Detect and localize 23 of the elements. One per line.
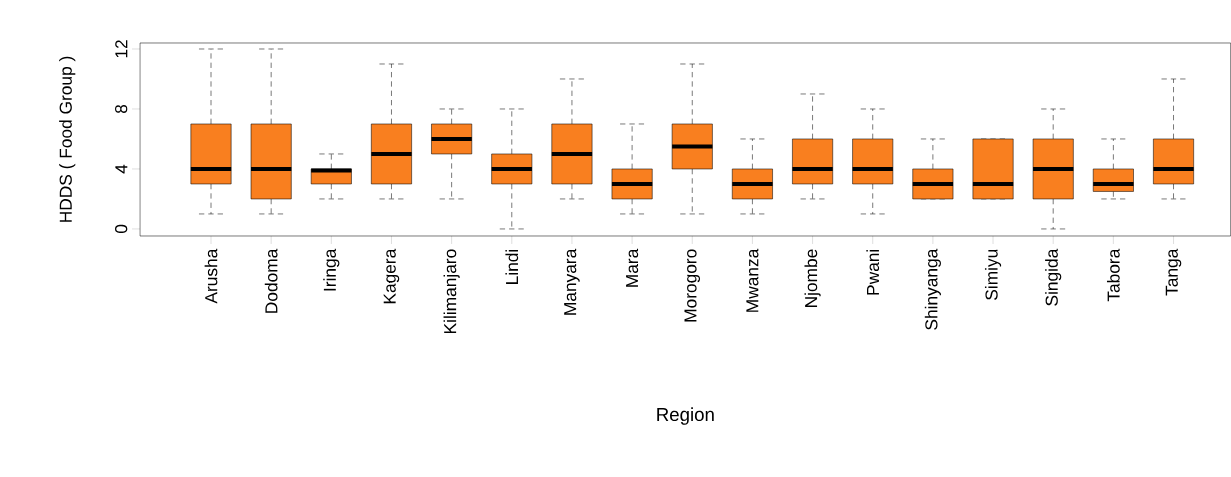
- x-tick-label: Mara: [626, 248, 639, 287]
- y-tick-label: 12: [115, 40, 128, 58]
- x-axis-title: Region: [657, 407, 714, 425]
- y-axis-title: HDDS ( Food Group ): [59, 56, 76, 222]
- x-tick-label: Arusha: [204, 248, 218, 304]
- x-tick-label: Simiyu: [984, 249, 1002, 300]
- x-tick-label: Iringa: [323, 248, 340, 291]
- x-tick-label: Tabora: [1106, 248, 1120, 302]
- x-tick-label: Dodoma: [264, 248, 278, 313]
- x-tick-label: Manyara: [564, 248, 580, 315]
- x-tick-label: Kagera: [383, 248, 400, 304]
- y-tick-label: 0: [115, 224, 128, 234]
- x-tick-label: Singida: [1045, 248, 1062, 306]
- x-tick-label: Pwani: [866, 249, 880, 295]
- x-tick-label: Lindi: [505, 249, 519, 284]
- x-tick-label: Shinyanga: [924, 248, 941, 330]
- y-tick-label: 4: [115, 164, 128, 174]
- y-tick-label: 8: [115, 104, 128, 114]
- x-tick-label: Njombe: [804, 249, 821, 308]
- x-tick-label: Tanga: [1165, 248, 1182, 296]
- x-tick-label: Mwanza: [746, 248, 759, 312]
- x-tick-label: Kilimanjaro: [443, 249, 460, 334]
- x-tick-label: Morogoro: [684, 249, 701, 322]
